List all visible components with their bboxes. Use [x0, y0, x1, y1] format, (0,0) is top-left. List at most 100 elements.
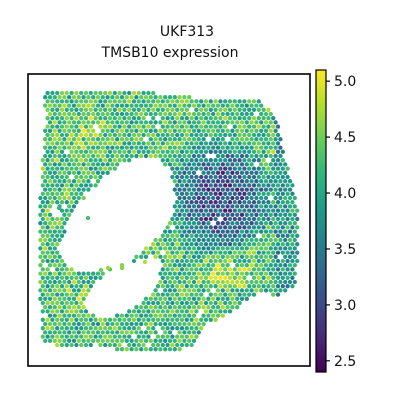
expression-spot: [129, 153, 134, 159]
expression-spot: [268, 271, 273, 276]
expression-spot: [177, 111, 182, 117]
expression-spot: [122, 317, 127, 322]
expression-spot: [237, 225, 242, 230]
expression-spot: [158, 271, 163, 276]
expression-spot: [127, 149, 132, 154]
expression-spot: [220, 212, 225, 217]
expression-spot: [218, 132, 223, 138]
expression-spot: [105, 170, 110, 175]
expression-spot: [172, 271, 177, 276]
expression-spot: [50, 124, 55, 129]
expression-spot: [43, 254, 48, 259]
expression-spot: [177, 229, 182, 234]
expression-spot: [163, 229, 168, 234]
expression-spot: [79, 183, 84, 188]
expression-spot: [179, 334, 185, 339]
expression-spot: [179, 107, 185, 112]
expression-spot: [105, 137, 110, 142]
expression-spot: [50, 166, 55, 171]
expression-spot: [158, 237, 163, 243]
expression-spot: [45, 292, 50, 297]
expression-spot: [244, 170, 249, 175]
expression-spot: [256, 267, 261, 272]
expression-spot: [259, 179, 264, 184]
expression-spot: [179, 166, 185, 171]
expression-spot: [64, 200, 69, 205]
expression-spot: [196, 321, 201, 327]
expression-spot: [165, 233, 170, 238]
expression-spot: [112, 334, 117, 339]
expression-spot: [165, 124, 170, 129]
expression-spot: [179, 174, 185, 180]
expression-spot: [184, 124, 189, 129]
expression-spot: [278, 153, 283, 159]
expression-spot: [213, 275, 218, 280]
expression-spot: [105, 338, 110, 343]
expression-spot: [136, 309, 141, 314]
expression-spot: [206, 162, 211, 167]
expression-spot: [189, 342, 194, 348]
expression-spot: [189, 216, 194, 222]
expression-spot: [131, 258, 137, 264]
expression-spot: [38, 221, 43, 226]
expression-spot: [287, 204, 293, 209]
expression-spot: [175, 317, 180, 322]
expression-spot: [227, 99, 233, 104]
expression-spot: [225, 263, 230, 268]
expression-spot: [251, 174, 257, 180]
expression-spot: [155, 250, 161, 255]
expression-spot: [213, 292, 218, 297]
expression-spot: [213, 317, 218, 322]
expression-spot: [153, 330, 158, 335]
expression-spot: [290, 208, 295, 213]
expression-spot: [69, 116, 74, 121]
expression-spot: [62, 263, 67, 268]
expression-spot: [187, 103, 192, 108]
expression-spot: [215, 170, 221, 175]
expression-spot: [57, 170, 62, 175]
expression-spot: [40, 284, 45, 289]
expression-spot: [237, 116, 242, 121]
expression-spot: [208, 174, 213, 180]
expression-spot: [105, 128, 110, 133]
expression-spot: [249, 187, 254, 192]
expression-spot: [153, 103, 158, 108]
expression-spot: [218, 258, 223, 264]
expression-spot: [237, 107, 242, 112]
expression-spot: [285, 225, 290, 230]
expression-spot: [91, 321, 96, 327]
expression-spot: [163, 347, 168, 352]
expression-spot: [271, 208, 276, 213]
expression-spot: [278, 288, 283, 293]
expression-spot: [107, 149, 113, 154]
expression-spot: [223, 116, 228, 121]
expression-spot: [83, 141, 89, 146]
expression-spot: [263, 162, 269, 167]
expression-spot: [69, 284, 74, 289]
expression-spot: [211, 296, 216, 301]
expression-spot: [254, 229, 259, 234]
expression-spot: [273, 212, 278, 217]
expression-spot: [239, 137, 245, 142]
expression-spot: [256, 99, 261, 104]
expression-spot: [182, 321, 187, 327]
expression-spot: [179, 158, 185, 163]
expression-spot: [40, 208, 45, 213]
expression-spot: [139, 347, 144, 352]
expression-spot: [167, 338, 173, 343]
expression-spot: [40, 200, 45, 205]
expression-spot: [103, 99, 108, 104]
expression-spot: [136, 149, 141, 154]
expression-spot: [225, 221, 230, 226]
expression-spot: [184, 107, 189, 112]
expression-spot: [64, 116, 69, 121]
expression-spot: [50, 242, 55, 247]
expression-spot: [259, 195, 264, 201]
expression-spot: [177, 288, 182, 293]
expression-spot: [232, 141, 237, 146]
expression-spot: [220, 305, 225, 310]
expression-spot: [273, 229, 278, 234]
expression-spot: [223, 183, 228, 188]
expression-spot: [220, 221, 225, 226]
expression-spot: [203, 250, 209, 255]
